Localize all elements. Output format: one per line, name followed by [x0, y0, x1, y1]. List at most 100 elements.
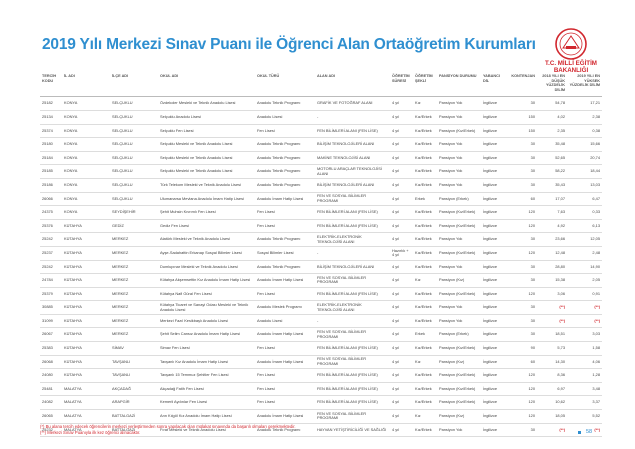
table-cell: FEN BİLİMLERİ ALANI (FEN LİSE) [315, 395, 390, 411]
table-cell: Kız/Erkek [413, 110, 437, 125]
table-cell: Pansiyon (Kız/Erkek) [437, 341, 481, 356]
table-cell: MERKEZ [110, 273, 158, 288]
table-cell: - [315, 110, 390, 125]
table-cell: 12,48 [537, 246, 567, 261]
table-cell: 30885 [40, 300, 62, 315]
table-cell: - [315, 314, 390, 329]
table-cell: Pansiyon (Kız/Erkek) [437, 368, 481, 383]
logo-text: T.C. MİLLİ EĞİTİM BAKANLIĞI [530, 60, 612, 74]
table-cell: 52,65 [537, 151, 567, 166]
table-cell: Ann Kılgöl Kız Anadolu İmam Hatip Lisesi [158, 409, 255, 424]
table-cell: KÜTAHYA [62, 287, 110, 302]
table-cell: FEN BİLİMLERİ ALANI (FEN LİSE) [315, 382, 390, 397]
table-cell: İngilizce [481, 382, 508, 397]
table-cell: İngilizce [481, 246, 508, 261]
table-row: 25242 KÜTAHYA MERKEZ Atatürk Mesleki ve Tek… [40, 232, 602, 247]
table-cell: Kız/Erkek [413, 137, 437, 152]
table-cell: 30 [508, 178, 537, 193]
table-cell: 6,97 [537, 382, 567, 397]
table-cell: Pansiyon (Kız) [437, 409, 481, 424]
table-cell: 18,05 [537, 409, 567, 424]
table-cell: Kız/Erkek [413, 382, 437, 397]
table-cell: KÜTAHYA [62, 314, 110, 329]
table-cell: 4 yıl [390, 300, 413, 315]
table-cell: KONYA [62, 137, 110, 152]
table-row: 26065 MALATYA BATTALGAZİ Ann Kılgöl Kız Ana… [40, 409, 602, 424]
table-cell: Kız/Erkek [413, 395, 437, 411]
table-cell: 120 [508, 409, 537, 424]
table-cell: Pansiyon (Kız/Erkek) [437, 287, 481, 302]
table-cell: 24080 [40, 368, 62, 383]
table-cell: Pansiyon Yok [437, 178, 481, 193]
table-cell: Fen Lisesi [255, 205, 315, 220]
table-cell: 4 yıl [390, 124, 413, 139]
table-cell: İngilizce [481, 151, 508, 166]
table-cell: - [315, 246, 390, 261]
footnote-text: Bu alana tercih edecek öğrencilerin merk… [45, 424, 296, 429]
table-cell: Pansiyon Yok [437, 300, 481, 315]
table-cell: 17,21 [567, 96, 602, 111]
table-cell: Kemerli Aydınlar Fen Lisesi [158, 395, 255, 411]
table-cell: İngilizce [481, 355, 508, 370]
table-cell: (**) [537, 300, 567, 315]
table-cell: 26068 [40, 355, 62, 370]
table-cell: GEDİZ [110, 219, 158, 234]
table-cell: GRAFİK VE FOTOĞRAF ALANI [315, 96, 390, 111]
footnote-marker: (**) [40, 430, 47, 435]
table-cell: MERKEZ [110, 246, 158, 261]
table-cell: İngilizce [481, 287, 508, 302]
table-cell: KONYA [62, 178, 110, 193]
table-cell: 24784 [40, 273, 62, 288]
table-row: 26066 KONYA SELÇUKLU Ulumanarsa Mevlana Ana… [40, 192, 602, 207]
table-cell: 30 [508, 314, 537, 329]
table-cell: 120 [508, 205, 537, 220]
page-marker [578, 431, 581, 434]
table-cell: SELÇUKLU [110, 124, 158, 139]
table-cell: Kız [413, 409, 437, 424]
table-cell: Tavşanlı Kız Anadolu İmam Hatip Lisesi [158, 355, 255, 370]
table-cell: KONYA [62, 151, 110, 166]
table-cell: MALATYA [62, 409, 110, 424]
table-cell: ARAPGİR [110, 395, 158, 411]
table-cell: Selçuklu Mesleki ve Teknik Anadolu Lises… [158, 137, 255, 152]
table-cell: 18,44 [567, 164, 602, 179]
table-cell: 2,05 [567, 273, 602, 288]
column-header: 2018 YILI EN DÜŞÜK YÜZDELİK DİLİM [537, 72, 567, 98]
column-header: OKUL ADI [158, 72, 255, 98]
table-cell: 120 [508, 395, 537, 411]
table-cell: Anadolu İmam Hatip Lisesi [255, 355, 315, 370]
table-cell: İngilizce [481, 341, 508, 356]
table-cell: 25242 [40, 232, 62, 247]
table-cell: 2,35 [537, 124, 567, 139]
table-cell: KÜTAHYA [62, 246, 110, 261]
table-cell: 12,05 [567, 232, 602, 247]
table-cell: FEN VE SOSYAL BİLİMLER PROGRAMI [315, 327, 390, 343]
table-cell: Pansiyon (Kız/Erkek) [437, 246, 481, 261]
table-cell: Kız [413, 355, 437, 370]
table-cell: TAVŞANLI [110, 368, 158, 383]
table-cell: Pansiyon (Kız/Erkek) [437, 219, 481, 234]
table-cell: 4,92 [537, 219, 567, 234]
table-cell: 5,73 [537, 341, 567, 356]
table-cell: TAVŞANLI [110, 355, 158, 370]
table-cell: 35,48 [537, 137, 567, 152]
table-cell: 25184 [40, 151, 62, 166]
table-cell: Anadolu Teknik Programı [255, 178, 315, 193]
table-cell: Pansiyon Yok [437, 164, 481, 179]
table-cell: 0,33 [567, 205, 602, 220]
table-cell: Kız/Erkek [413, 260, 437, 275]
table-cell: 4 yıl [390, 355, 413, 370]
column-header: İL ADI [62, 72, 110, 98]
table-cell: 4 yıl [390, 219, 413, 234]
table-cell: Şehit Muhsin Kıvrımlı Fen Lisesi [158, 205, 255, 220]
table-cell: Kız/Erkek [413, 232, 437, 247]
table-cell: Kız/Erkek [413, 178, 437, 193]
table-cell: KÜTAHYA [62, 273, 110, 288]
footnote: (**) Merkezi Sınav Puanıyla ilk kez öğre… [40, 430, 296, 436]
table-cell: Pansiyon Yok [437, 137, 481, 152]
table-cell: KÜTAHYA [62, 219, 110, 234]
table-cell: 1,58 [567, 341, 602, 356]
table-cell: Fen Lisesi [255, 382, 315, 397]
table-row: 25374 KONYA SELÇUKLU Selçuklu Fen Lisesi Fen… [40, 124, 602, 139]
